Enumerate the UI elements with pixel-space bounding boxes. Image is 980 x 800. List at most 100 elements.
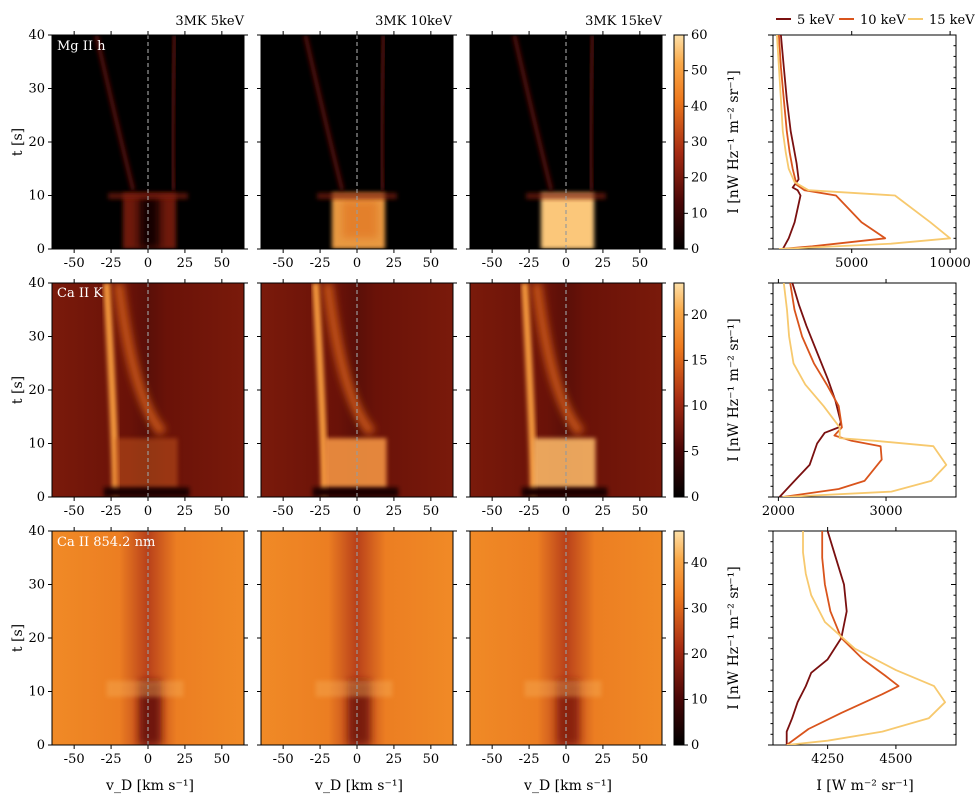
cbar-tick-label: 0 [691,738,699,753]
line-panel-r1: 5000 10000 [768,31,971,271]
line-panel-r3: 4250 4500 [768,527,957,767]
y-tick-label: 40 [28,28,45,43]
line-x-tick-label: 4500 [879,752,912,767]
series-line-10kev [782,283,883,497]
line-panel-r2: 2000 3000 [762,279,957,519]
y-tick-label: 20 [28,383,45,398]
colorbar-r3: 0 10 20 30 40 [673,530,708,753]
x-tick-label: 50 [214,752,231,767]
line-x-tick-label: 3000 [869,504,902,519]
y-tick-label: 30 [28,578,45,593]
col-title-15kev: 3MK 15keV [585,14,663,29]
heatmap-r1-c3: -50 -25 0 25 50 [466,31,666,271]
heatmap-r1-c1: -50 -25 0 25 50 0 10 20 30 40 [28,28,248,271]
series-line-10kev [778,35,887,249]
x-tick-label: -25 [101,256,122,271]
x-tick-label: 0 [144,256,152,271]
xlabel-col3: v_D [km s⁻¹] [523,778,612,794]
cbar-tick-label: 10 [691,692,708,707]
x-tick-label: 25 [595,256,612,271]
x-tick-label: -50 [482,256,503,271]
heatmap-r2-c1: -50 -25 0 25 50 0 10 20 30 40 [28,276,248,519]
x-tick-label: -50 [482,504,503,519]
x-tick-label: 50 [632,752,649,767]
series-line-5kev [785,531,848,745]
y-tick-label: 0 [37,242,45,257]
cbar-tick-label: 40 [691,556,708,571]
ylabel-row2: t [s] [10,376,26,404]
x-tick-label: 0 [144,752,152,767]
heatmap-r2-c2: -50 -25 0 25 50 [257,279,457,519]
series-line-10kev [786,531,900,745]
ylabel-row1: t [s] [10,128,26,156]
series-line-15kev [776,35,951,249]
x-tick-label: -50 [64,504,85,519]
x-tick-label: -25 [310,256,331,271]
x-tick-label: 0 [353,504,361,519]
x-tick-label: 25 [386,752,403,767]
heatmap-r3-c3: -50 -25 0 25 50 [466,527,666,767]
line-x-tick-label: 2000 [762,504,795,519]
heatmap-r2-c3: -50 -25 0 25 50 [466,279,666,519]
cbar-tick-label: 60 [691,28,708,43]
x-tick-label: -25 [519,256,540,271]
cbar-tick-label: 20 [691,308,708,323]
y-tick-label: 10 [28,189,45,204]
x-tick-label: 0 [353,752,361,767]
colorbar-r1: 0 10 20 30 40 50 60 [673,28,708,257]
x-tick-label: 50 [423,256,440,271]
x-tick-label: 50 [632,256,649,271]
legend-label-5kev: 5 keV [797,13,835,28]
cbar-label-row3: I [nW Hz⁻¹ m⁻² sr⁻¹] [726,566,742,709]
cbar-tick-label: 30 [691,601,708,616]
colorbar-r2: 0 5 10 15 20 [673,282,708,505]
cbar-tick-label: 0 [691,490,699,505]
xlabel-col2: v_D [km s⁻¹] [314,778,403,794]
series-line-15kev [786,531,946,745]
cbar-tick-label: 20 [691,647,708,662]
x-tick-label: -50 [273,752,294,767]
x-tick-label: 50 [214,256,231,271]
row-label-mg: Mg II h [57,39,106,54]
x-tick-label: -50 [64,752,85,767]
cbar-tick-label: 10 [691,206,708,221]
y-tick-label: 30 [28,330,45,345]
cbar-tick-label: 30 [691,135,708,150]
x-tick-label: 0 [562,504,570,519]
heatmap-r1-c2: -50 -25 0 25 50 [257,31,457,271]
cbar-tick-label: 40 [691,99,708,114]
y-tick-label: 10 [28,685,45,700]
y-tick-label: 40 [28,276,45,291]
heatmap-r3-c1: -50 -25 0 25 50 0 10 20 30 40 [28,524,248,767]
line-x-tick-label: 5000 [835,256,868,271]
x-tick-label: -50 [482,752,503,767]
x-tick-label: 25 [386,504,403,519]
x-tick-label: 50 [214,504,231,519]
y-tick-label: 20 [28,631,45,646]
cbar-label-row2: I [nW Hz⁻¹ m⁻² sr⁻¹] [726,318,742,461]
col-title-5kev: 3MK 5keV [175,14,244,29]
x-tick-label: 25 [386,256,403,271]
x-tick-label: 50 [423,752,440,767]
x-tick-label: -50 [273,504,294,519]
x-tick-label: -25 [519,752,540,767]
x-tick-label: 0 [562,256,570,271]
x-tick-label: 50 [632,504,649,519]
line-x-tick-label: 4250 [811,752,844,767]
x-tick-label: -50 [64,256,85,271]
x-tick-label: -25 [101,504,122,519]
cbar-tick-label: 15 [691,353,708,368]
x-tick-label: 25 [177,256,194,271]
series-line-5kev [780,35,802,249]
row-label-ca-854: Ca II 854.2 nm [57,535,155,550]
y-tick-label: 0 [37,738,45,753]
line-x-tick-label: 10000 [929,256,970,271]
y-tick-label: 30 [28,82,45,97]
y-tick-label: 20 [28,135,45,150]
x-tick-label: 0 [562,752,570,767]
x-tick-label: 25 [595,504,612,519]
cbar-tick-label: 50 [691,64,708,79]
xlabel-line: I [W m⁻² sr⁻¹] [816,778,913,794]
legend-label-10kev: 10 keV [860,13,906,28]
